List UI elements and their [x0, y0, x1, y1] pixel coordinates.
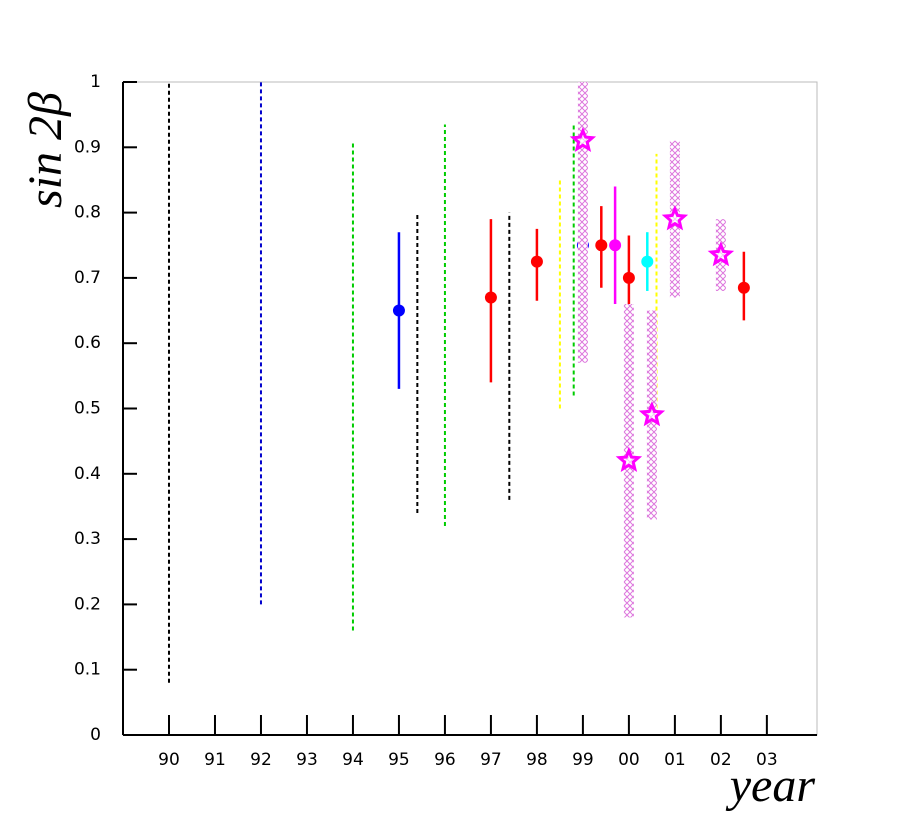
y-tick-label: 0.2 — [74, 594, 101, 614]
point — [595, 239, 608, 252]
star-point — [661, 205, 689, 231]
x-tick-label: 90 — [158, 750, 180, 770]
y-tick-label: 0.1 — [74, 660, 101, 680]
star-point — [615, 446, 643, 472]
y-tick-label: 0.8 — [74, 203, 101, 223]
x-tick-label: 02 — [710, 750, 732, 770]
x-tick-label: 98 — [526, 750, 548, 770]
x-tick-label: 91 — [204, 750, 226, 770]
x-tick-label: 93 — [296, 750, 318, 770]
x-tick-label: 94 — [342, 750, 364, 770]
plot-frame — [122, 81, 818, 736]
y-tick-label: 0.6 — [74, 333, 101, 353]
y-axis-label: sin 2β — [19, 92, 72, 208]
x-tick-label: 97 — [480, 750, 502, 770]
point — [737, 281, 750, 294]
y-tick-label: 0.3 — [74, 529, 101, 549]
x-tick-label: 92 — [250, 750, 272, 770]
y-tick-label: 0.5 — [74, 399, 101, 419]
y-tick-label: 0.4 — [74, 464, 101, 484]
star-point — [707, 241, 735, 267]
y-tick-label: 0.7 — [74, 268, 101, 288]
point — [484, 291, 497, 304]
star-point — [638, 401, 666, 427]
x-tick-label: 95 — [388, 750, 410, 770]
point — [622, 271, 635, 284]
point — [392, 304, 405, 317]
x-tick-label: 01 — [664, 750, 686, 770]
x-tick-label: 96 — [434, 750, 456, 770]
hatched-band — [577, 82, 588, 363]
x-axis-label: year — [725, 759, 816, 812]
x-tick-label: 00 — [618, 750, 640, 770]
y-tick-label: 0.9 — [74, 137, 101, 157]
point — [530, 255, 543, 268]
point — [641, 255, 654, 268]
x-tick-label: 03 — [756, 750, 778, 770]
y-tick-label: 1 — [90, 72, 101, 92]
y-tick-label: 0 — [90, 725, 101, 745]
star-point — [569, 126, 597, 153]
x-tick-label: 99 — [572, 750, 594, 770]
point — [609, 239, 622, 252]
